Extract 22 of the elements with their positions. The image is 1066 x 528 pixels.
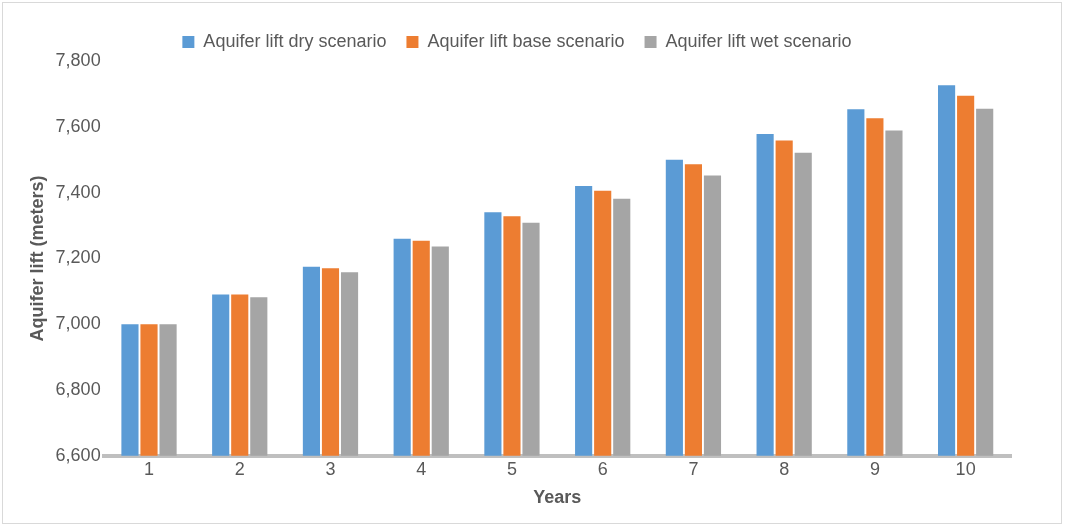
x-tick-label: 4: [416, 458, 427, 479]
y-tick-label: 7,200: [55, 247, 101, 268]
x-tick-label: 7: [688, 458, 699, 479]
legend-label: Aquifer lift base scenario: [427, 30, 625, 51]
y-tick-label: 7,800: [55, 49, 101, 70]
x-tick-label: 5: [506, 458, 517, 479]
x-axis-title: Years: [533, 487, 582, 508]
x-tick-label: 3: [325, 458, 336, 479]
y-tick-label: 7,400: [55, 181, 101, 202]
x-tick-label: 1: [144, 458, 155, 479]
legend-label: Aquifer lift wet scenario: [665, 30, 852, 51]
y-tick-label: 6,600: [55, 444, 101, 465]
x-tick-label: 8: [779, 458, 790, 479]
x-tick-label: 9: [869, 458, 880, 479]
x-tick-label: 10: [955, 458, 976, 479]
legend-label: Aquifer lift dry scenario: [203, 30, 387, 51]
x-tick-label: 2: [234, 458, 245, 479]
y-axis-title: Aquifer lift (meters): [26, 175, 47, 342]
y-tick-label: 7,600: [55, 115, 101, 136]
y-tick-label: 6,800: [55, 378, 101, 399]
y-tick-label: 7,000: [55, 313, 101, 334]
x-tick-label: 6: [597, 458, 608, 479]
